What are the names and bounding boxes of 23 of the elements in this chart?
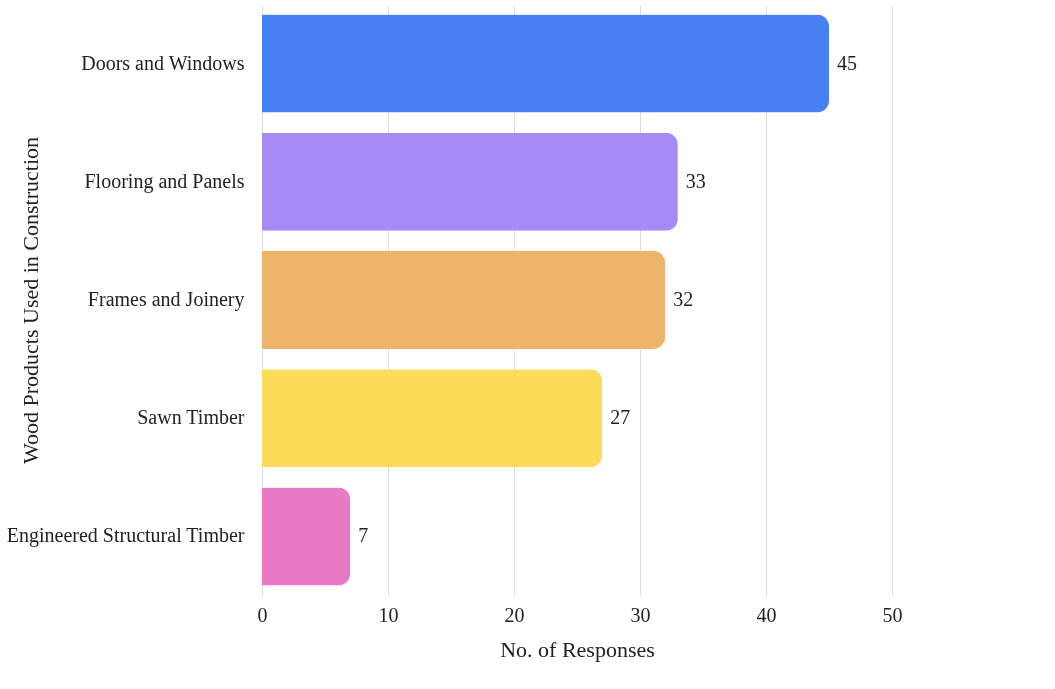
y-axis-title: Wood Products Used in Construction: [17, 137, 43, 464]
y-tick-label: Frames and Joinery: [87, 288, 245, 311]
x-tick-label: 30: [630, 603, 651, 626]
y-tick-label: Doors and Windows: [81, 51, 245, 74]
data-label: 33: [685, 169, 706, 192]
bar: [262, 250, 666, 350]
y-tick-label: Engineered Structural Timber: [6, 524, 245, 548]
bar: [262, 14, 829, 113]
data-label: 27: [610, 406, 631, 429]
y-tick-label: Sawn Timber: [137, 406, 245, 429]
bar: [262, 132, 678, 231]
data-label: 32: [673, 288, 694, 310]
data-label: 7: [358, 524, 369, 547]
bar: [262, 369, 603, 468]
bar: [262, 487, 351, 586]
x-tick-label: 50: [882, 603, 903, 626]
data-label: 45: [837, 51, 857, 74]
x-tick-label: 40: [756, 603, 777, 626]
x-tick-label: 10: [378, 603, 399, 626]
x-tick-label: 0: [257, 603, 268, 626]
x-tick-label: 20: [504, 603, 525, 626]
x-axis-title: No. of Responses: [500, 636, 655, 662]
y-tick-label: Flooring and Panels: [84, 169, 245, 193]
